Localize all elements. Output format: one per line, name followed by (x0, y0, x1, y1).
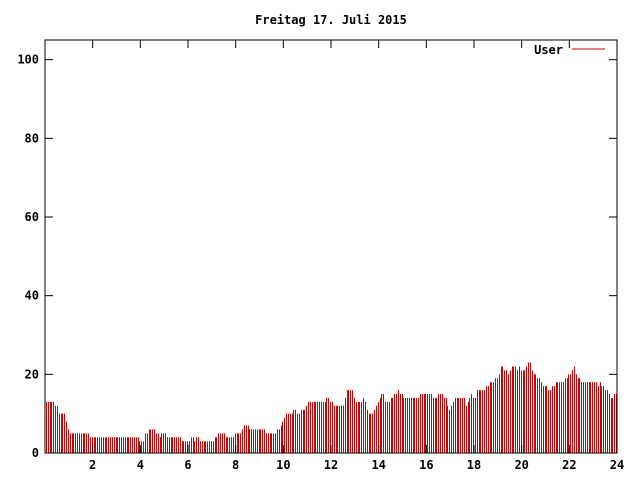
y-tick-label: 100 (17, 53, 39, 67)
legend-label-user: User (534, 43, 563, 57)
x-tick-label: 14 (371, 458, 385, 472)
x-tick-label: 16 (419, 458, 433, 472)
x-tick-label: 2 (89, 458, 96, 472)
y-tick-label: 80 (25, 131, 39, 145)
y-tick-label: 20 (25, 367, 39, 381)
legend: User (534, 43, 605, 57)
y-tick-label: 60 (25, 210, 39, 224)
y-tick-label: 0 (32, 446, 39, 460)
x-tick-label: 24 (610, 458, 624, 472)
y-tick-label: 40 (25, 289, 39, 303)
x-tick-label: 22 (562, 458, 576, 472)
chart-title: Freitag 17. Juli 2015 (255, 13, 407, 27)
plot-frame (44, 39, 618, 454)
bars-layer (46, 362, 617, 453)
x-tick-label: 18 (467, 458, 481, 472)
x-tick-label: 6 (184, 458, 191, 472)
x-tick-label: 12 (324, 458, 338, 472)
x-tick-label: 10 (276, 458, 290, 472)
x-tick-label: 4 (137, 458, 144, 472)
x-tick-label: 8 (232, 458, 239, 472)
x-tick-label: 20 (514, 458, 528, 472)
